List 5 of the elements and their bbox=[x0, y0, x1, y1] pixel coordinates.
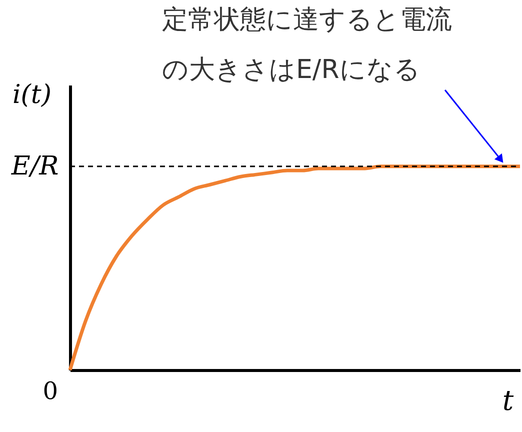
x-axis-title: t bbox=[502, 384, 514, 417]
ref-line-label: E/R bbox=[10, 151, 59, 182]
y-axis-title: i(t) bbox=[12, 80, 52, 110]
text: 定常状態に達すると電流の大きさはE/Rになる bbox=[162, 5, 452, 85]
text: 0 bbox=[42, 377, 58, 405]
